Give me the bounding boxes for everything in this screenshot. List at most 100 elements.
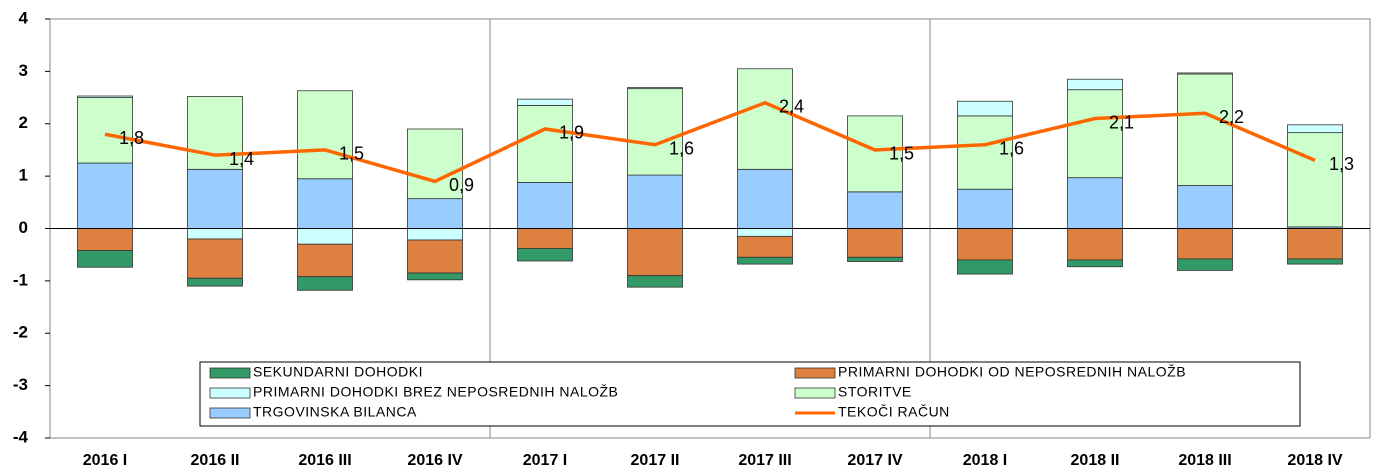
y-tick-label: -2 [13, 323, 28, 342]
data-label: 1,3 [1329, 154, 1354, 174]
bar-segment [627, 88, 683, 176]
bar-segment [737, 168, 793, 229]
bar-segment [407, 128, 463, 200]
legend-label: PRIMARNI DOHODKI OD NEPOSREDNIH NALOŽB [838, 364, 1186, 380]
x-tick-label: 2016 I [83, 452, 127, 469]
x-tick-label: 2018 IV [1287, 452, 1342, 469]
line [104, 100, 1316, 184]
bar-segment [627, 275, 683, 288]
bar-segment [517, 248, 573, 262]
bar-segment [297, 90, 353, 180]
bar-segment [847, 191, 903, 229]
bar-segment [187, 277, 243, 287]
legend-label: STORITVE [838, 384, 912, 400]
bar-segment [627, 87, 683, 90]
bar-segment [77, 250, 133, 268]
legend-label: SEKUNDARNI DOHODKI [253, 364, 423, 380]
bar-segment [187, 96, 243, 170]
bar-segment [957, 259, 1013, 275]
legend-swatch [209, 387, 251, 399]
data-label: 1,5 [339, 144, 364, 164]
x-tick-label: 2017 I [523, 452, 567, 469]
y-tick-label: -4 [13, 427, 29, 446]
bar-segment [297, 228, 353, 245]
bar-segment [1067, 177, 1123, 229]
bar-segment [517, 228, 573, 249]
legend-label: PRIMARNI DOHODKI BREZ NEPOSREDNIH NALOŽB [253, 384, 618, 400]
bar-segment [297, 243, 353, 278]
data-label: 2,1 [1109, 112, 1134, 132]
bar-segment [1177, 258, 1233, 271]
bar-segment [957, 188, 1013, 229]
x-tick-label: 2016 III [298, 452, 351, 469]
bar-segment [517, 105, 573, 183]
bar-segment [77, 97, 133, 164]
legend-swatch [794, 367, 836, 379]
bar-segment [1067, 259, 1123, 268]
bar-segment [847, 256, 903, 262]
x-tick-label: 2017 III [738, 452, 791, 469]
bar-segment [77, 95, 133, 98]
bar-segment [737, 235, 793, 258]
data-label: 1,9 [559, 123, 584, 143]
y-tick-label: -1 [13, 270, 28, 289]
bar-segment [847, 115, 903, 193]
y-tick-label: 2 [19, 113, 28, 132]
data-label: 1,6 [669, 138, 694, 158]
x-tick-label: 2017 II [631, 452, 680, 469]
legend-swatch [209, 367, 251, 379]
bar-segment [187, 228, 243, 240]
x-tick-label: 2017 IV [847, 452, 902, 469]
x-tick-label: 2018 II [1071, 452, 1120, 469]
legend-box [199, 361, 1301, 427]
y-tick-label: 0 [19, 218, 28, 237]
x-tick-label: 2018 III [1178, 452, 1231, 469]
bar-segment [1177, 185, 1233, 229]
bar-segment [77, 228, 133, 251]
y-tick-label: -3 [13, 375, 28, 394]
bar-segment [297, 178, 353, 229]
data-label: 2,2 [1219, 107, 1244, 127]
bar-segment [407, 239, 463, 274]
legend-label: TEKOČI RAČUN [838, 404, 950, 420]
bar-segment [627, 174, 683, 229]
bar-segment [627, 228, 683, 277]
bar-segment [1287, 228, 1343, 260]
bar-segment [737, 68, 793, 170]
bar-segment [77, 162, 133, 229]
bar-segment [957, 228, 1013, 261]
bar-segment [847, 228, 903, 258]
bar-segment [407, 228, 463, 241]
bar-segment [737, 256, 793, 265]
bar-segment [737, 228, 793, 237]
bar-segment [1177, 228, 1233, 260]
bar-segment [1067, 89, 1123, 179]
bar-segment [517, 182, 573, 229]
data-label: 1,6 [999, 138, 1024, 158]
bar-segment [1177, 73, 1233, 186]
data-label: 1,8 [119, 128, 144, 148]
data-label: 1,5 [889, 144, 914, 164]
bar-segment [1067, 228, 1123, 261]
legend-label: TRGOVINSKA BILANCA [253, 404, 417, 420]
data-label: 0,9 [449, 175, 474, 195]
x-tick-label: 2016 II [191, 452, 240, 469]
x-tick-label: 2016 IV [407, 452, 462, 469]
bar-segment [1067, 78, 1123, 91]
bar-segment [1287, 258, 1343, 265]
bar-segment [957, 100, 1013, 117]
bar-segment [1287, 132, 1343, 228]
data-label: 2,4 [779, 97, 804, 117]
bar-segment [187, 168, 243, 229]
legend-swatch [794, 387, 836, 399]
y-tick-label: 3 [19, 61, 28, 80]
bar-segment [407, 198, 463, 229]
bar-segment [517, 98, 573, 106]
bar-segment [1177, 72, 1233, 75]
y-tick-label: 1 [19, 166, 28, 185]
bar-segment [187, 238, 243, 279]
bar-segment [1287, 124, 1343, 134]
y-tick-label: 4 [19, 8, 29, 27]
x-tick-label: 2018 I [963, 452, 1007, 469]
